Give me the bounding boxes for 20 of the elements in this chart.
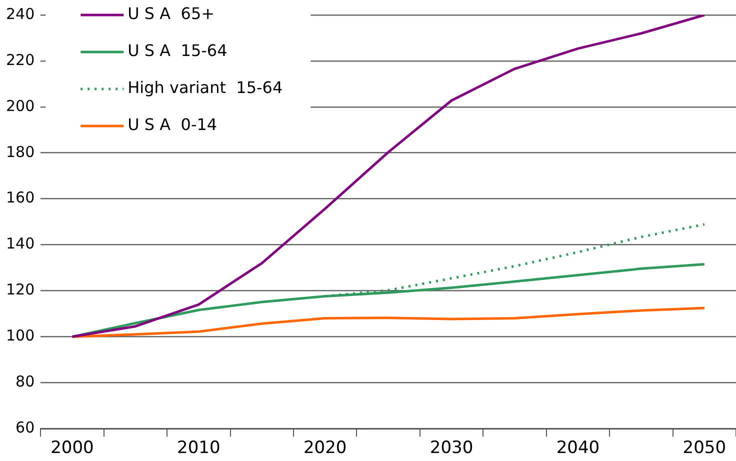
legend-label: U S A 0-14	[128, 115, 218, 134]
legend-label: U S A 65+	[128, 4, 215, 24]
y-tick-label: 100	[6, 326, 35, 345]
x-tick-label: 2020	[303, 438, 347, 458]
legend-label: U S A 15-64	[128, 41, 228, 60]
x-tick-label: 2040	[556, 438, 600, 458]
x-tick-label: 2050	[682, 438, 726, 458]
x-tick-label: 2030	[430, 438, 474, 458]
y-tick-label: 240	[6, 4, 35, 23]
y-tick-label: 180	[6, 142, 35, 161]
y-tick-label: 80	[16, 372, 35, 391]
x-tick-label: 2010	[177, 438, 220, 458]
y-tick-label: 60	[16, 418, 35, 436]
y-tick-label: 140	[6, 234, 35, 253]
x-tick-label: 2000	[50, 438, 94, 458]
legend-label: High variant 15-64	[128, 78, 283, 98]
y-tick-label: 120	[6, 280, 35, 299]
y-tick-label: 200	[6, 96, 35, 115]
y-tick-label: 160	[6, 188, 35, 207]
y-tick-label: 220	[6, 50, 35, 69]
